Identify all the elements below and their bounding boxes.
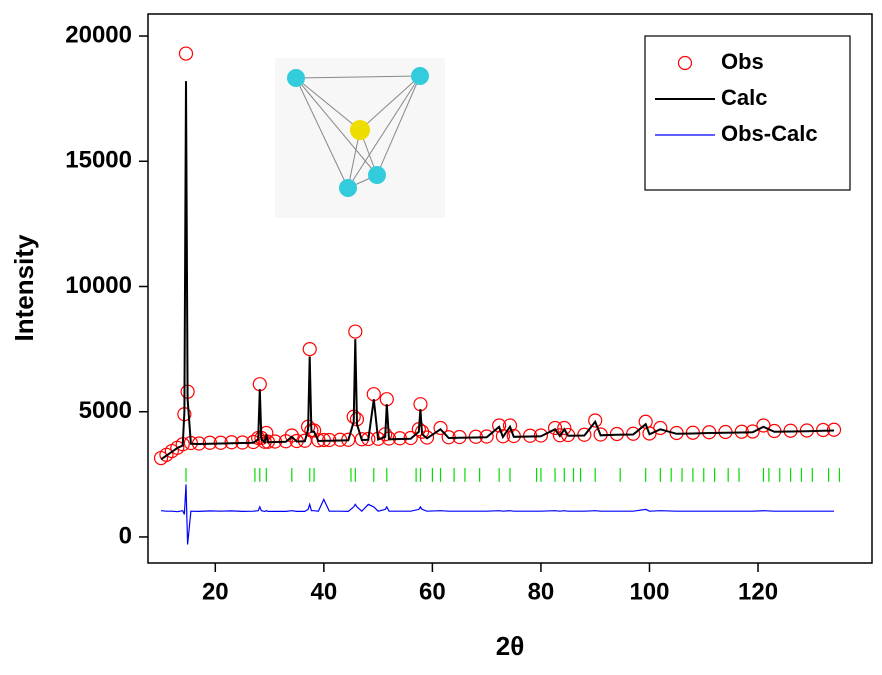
obs-point (414, 398, 427, 411)
y-tick-label: 20000 (65, 21, 132, 48)
y-tick-label: 0 (119, 522, 132, 549)
y-tick-label: 10000 (65, 272, 132, 299)
y-axis-label: Intensity (9, 234, 39, 341)
obs-point (253, 378, 266, 391)
y-tick-label: 15000 (65, 147, 132, 174)
x-tick-label: 80 (528, 578, 555, 605)
x-tick-label: 100 (629, 578, 669, 605)
atom (411, 67, 429, 85)
obs-point (303, 343, 316, 356)
series-line (161, 484, 834, 544)
atom (350, 120, 370, 140)
obs-point (380, 393, 393, 406)
atom (368, 166, 386, 184)
obs-point (654, 422, 667, 435)
y-tick-label: 5000 (79, 397, 132, 424)
atom (287, 69, 305, 87)
chart: 2θ Intensity 20 40 60 80 100 120 0 5000 10000 150… (0, 0, 882, 675)
atom (339, 179, 357, 197)
obs-point (367, 388, 380, 401)
x-tick-label: 20 (202, 578, 229, 605)
obs-point (179, 47, 192, 60)
x-tick-label: 40 (310, 578, 337, 605)
legend-label: Obs-Calc (721, 121, 818, 146)
obs-point (349, 325, 362, 338)
legend-label: Obs (721, 49, 764, 74)
x-tick-label: 120 (738, 578, 778, 605)
x-tick-label: 60 (419, 578, 446, 605)
legend-label: Calc (721, 85, 767, 110)
x-axis-label: 2θ (496, 631, 525, 661)
structure-inset (275, 58, 445, 218)
